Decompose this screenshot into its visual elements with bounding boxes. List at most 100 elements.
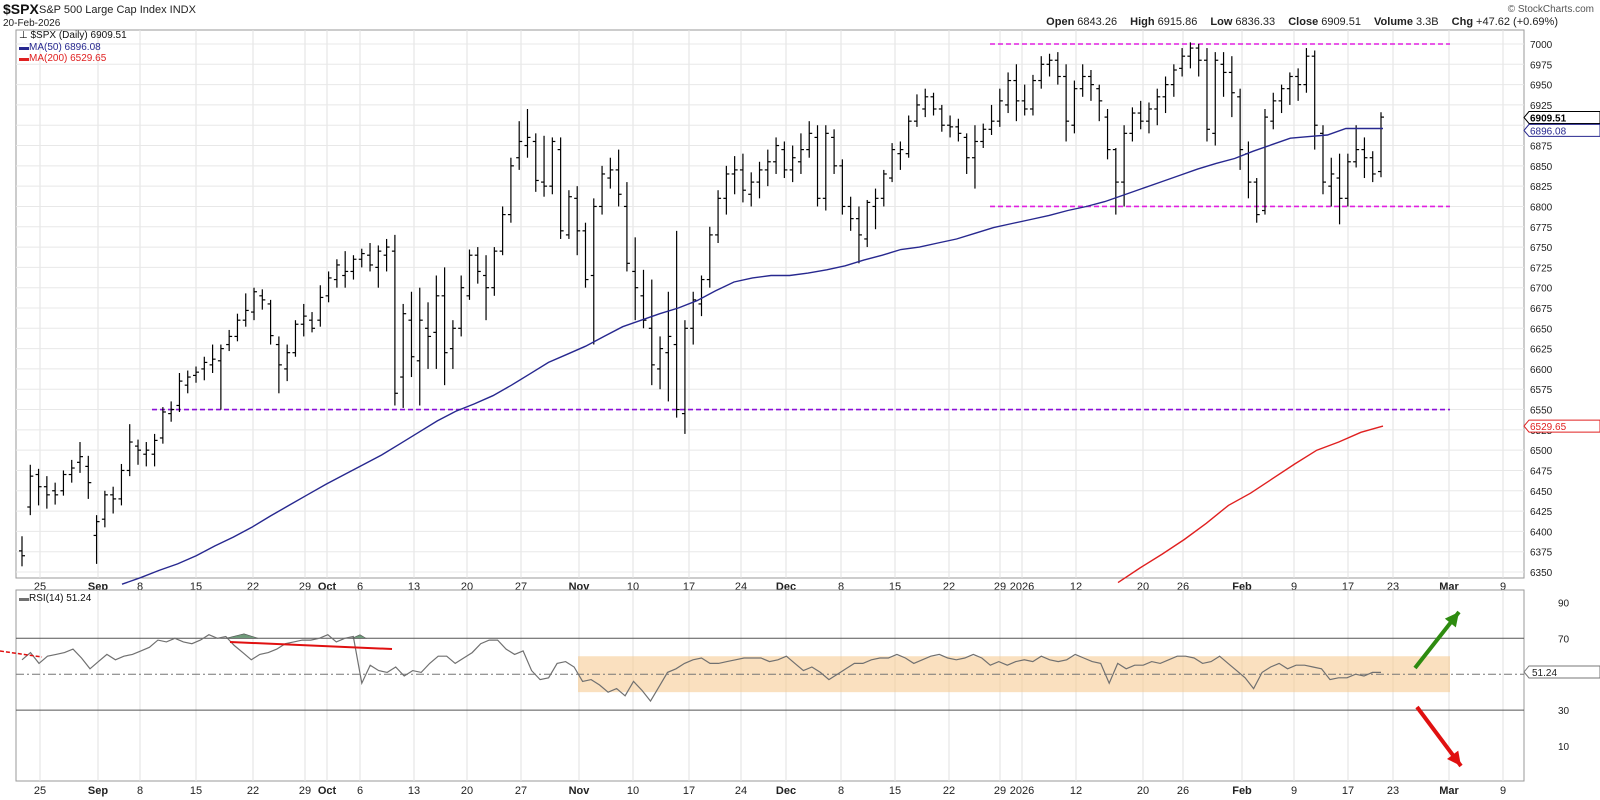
- high-value: 6915.86: [1157, 16, 1198, 28]
- rsi-x-tick-label: 2026: [1010, 785, 1034, 797]
- ohlc-bar: [259, 289, 266, 310]
- ohlc-bar: [27, 464, 34, 516]
- ohlc-bar: [1328, 157, 1335, 207]
- high-label: High: [1130, 16, 1155, 28]
- price-y-tick-label: 6775: [1530, 223, 1553, 234]
- ohlc-bar: [251, 287, 258, 321]
- ohlc-bar: [466, 249, 473, 300]
- ohlc-bar: [151, 433, 158, 467]
- rsi-x-tick-label: 8: [137, 785, 143, 797]
- ohlc-bar: [549, 137, 556, 195]
- ohlc-bar: [1295, 68, 1302, 101]
- ohlc-bar: [35, 468, 42, 506]
- x-tick-label: 9: [1291, 581, 1297, 593]
- ohlc-bar: [317, 285, 324, 327]
- ohlc-bar: [1154, 88, 1161, 126]
- price-y-tick-label: 6750: [1530, 243, 1553, 254]
- ohlc-bar: [193, 366, 200, 383]
- ohlc-bar: [1038, 56, 1045, 89]
- ma200-tag: 6529.65: [1523, 419, 1600, 433]
- ohlc-bar: [1311, 50, 1318, 150]
- ohlc-bar: [582, 222, 589, 288]
- price-y-tick-label: 6975: [1530, 60, 1553, 71]
- ohlc-bar: [648, 279, 655, 386]
- rsi-x-tick-label: 25: [34, 785, 46, 797]
- rsi-x-tick-label: 26: [1177, 785, 1189, 797]
- x-tick-label: 8: [137, 581, 143, 593]
- price-y-tick-label: 6425: [1530, 507, 1553, 518]
- ohlc-bar: [706, 226, 713, 288]
- last-price-tag-text: 6909.51: [1530, 114, 1567, 125]
- price-panel: 25 Sep 8 15 22 29 Oct 6 13 20 27 Nov 10 17 24 Dec 8 15 22 2…: [15, 29, 1600, 593]
- ohlc-bar: [400, 303, 407, 408]
- rsi-dashed-trendline: [0, 650, 43, 658]
- rsi-swatch-icon: ▬: [19, 593, 29, 604]
- ohlc-bar: [880, 169, 887, 207]
- ohlc-bar: [516, 121, 523, 170]
- ohlc-bar: [367, 243, 374, 272]
- x-tick-label: 8: [838, 581, 844, 593]
- ohlc-bar: [68, 459, 75, 483]
- rsi-x-tick-label: 6: [357, 785, 363, 797]
- rsi-x-tick-label: 23: [1387, 785, 1399, 797]
- ohlc-bar: [1344, 153, 1351, 207]
- ohlc-bar: [847, 196, 854, 231]
- ohlc-bar: [118, 463, 125, 506]
- rsi-x-tick-label: 15: [889, 785, 901, 797]
- price-y-tick-label: 6350: [1530, 568, 1553, 579]
- ohlc-bar: [789, 145, 796, 183]
- low-value: 6836.33: [1235, 16, 1276, 28]
- ohlc-bar: [1063, 64, 1070, 142]
- rsi-y-tick-label: 10: [1558, 742, 1570, 753]
- ohlc-bar: [615, 149, 622, 207]
- rsi-overbought-fill: [225, 633, 259, 639]
- ohlc-bar: [425, 302, 432, 369]
- rsi-x-tick-label: 22: [247, 785, 259, 797]
- ohlc-bar: [77, 442, 84, 473]
- rsi-x-tick-label: 10: [627, 785, 639, 797]
- ohlc-bar: [458, 275, 465, 337]
- ohlc-bar: [930, 92, 937, 116]
- ohlc-bar: [1129, 107, 1136, 142]
- rsi-legend: ▬RSI(14) 51.24: [19, 593, 91, 604]
- price-y-tick-label: 6850: [1530, 162, 1553, 173]
- rsi-y-tick-label: 90: [1558, 598, 1570, 609]
- ohlc-bar: [831, 129, 838, 174]
- ohlc-bar: [159, 407, 166, 444]
- price-y-tick-label: 6700: [1530, 284, 1553, 295]
- ohlc-bar: [1303, 48, 1310, 93]
- ohlc-bar: [681, 320, 688, 434]
- ohlc-bar: [101, 490, 108, 528]
- ohlc-bar: [1319, 125, 1326, 195]
- ohlc-bar: [408, 291, 415, 378]
- price-y-tick-label: 7000: [1530, 40, 1553, 51]
- chg-value: +47.62 (+0.69%): [1476, 16, 1558, 28]
- volume-label: Volume: [1374, 16, 1413, 28]
- ohlc-bar: [797, 133, 804, 174]
- ohlc-bar: [1369, 151, 1376, 183]
- ohlc-bar: [955, 118, 962, 142]
- ohlc-bar: [275, 336, 282, 394]
- ohlc-bar: [913, 94, 920, 127]
- open-label: Open: [1046, 16, 1075, 28]
- x-tick-label: 9: [1500, 581, 1506, 593]
- rsi-x-tick-label: 20: [461, 785, 473, 797]
- ohlc-bar: [673, 230, 680, 418]
- last-price-tag: 6909.51: [1523, 111, 1600, 125]
- ohlc-bar: [938, 104, 945, 132]
- price-legend-label: $SPX (Daily) 6909.51: [30, 30, 127, 41]
- rsi-x-tick-label: 12: [1070, 785, 1082, 797]
- ohlc-bar: [93, 515, 100, 564]
- ohlc-bar: [1071, 80, 1078, 134]
- ohlc-bar: [1179, 48, 1186, 77]
- rsi-y-tick-label: 70: [1558, 634, 1570, 645]
- ohlc-bar: [292, 320, 299, 357]
- ohlc-bar: [474, 247, 481, 284]
- ohlc-bar: [806, 121, 813, 158]
- price-legend: ⊥ $SPX (Daily) 6909.51: [19, 30, 127, 41]
- ohlc-bar: [532, 133, 539, 192]
- ohlc-bar: [889, 143, 896, 183]
- rsi-y-tick-label: 30: [1558, 706, 1570, 717]
- ohlc-bar: [433, 275, 440, 369]
- ohlc-bar: [640, 269, 647, 329]
